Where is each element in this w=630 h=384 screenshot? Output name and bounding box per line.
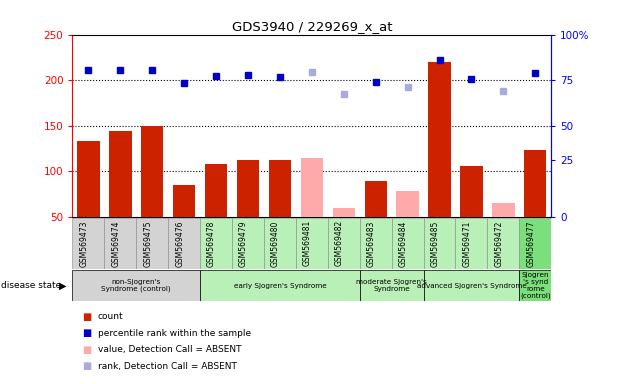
Bar [205, 164, 227, 217]
Text: GSM569483: GSM569483 [367, 220, 375, 266]
Bar [105, 218, 136, 269]
Bar [109, 131, 132, 217]
Text: GSM569485: GSM569485 [430, 220, 440, 266]
Bar [200, 218, 232, 269]
Text: count: count [98, 312, 123, 321]
Bar [136, 218, 168, 269]
Bar [301, 158, 323, 217]
Bar [360, 218, 392, 269]
Title: GDS3940 / 229269_x_at: GDS3940 / 229269_x_at [232, 20, 392, 33]
Bar [423, 270, 519, 301]
Bar [492, 203, 515, 217]
Text: GSM569476: GSM569476 [175, 220, 184, 266]
Bar [488, 218, 519, 269]
Bar [168, 218, 200, 269]
Bar [72, 270, 200, 301]
Bar [333, 208, 355, 217]
Text: GSM569482: GSM569482 [335, 220, 344, 266]
Bar [519, 270, 551, 301]
Text: GSM569478: GSM569478 [207, 220, 216, 266]
Text: percentile rank within the sample: percentile rank within the sample [98, 329, 251, 338]
Bar [296, 218, 328, 269]
Text: disease state: disease state [1, 281, 62, 290]
Bar [232, 218, 264, 269]
Bar [264, 218, 296, 269]
Bar [269, 161, 291, 217]
Text: GSM569484: GSM569484 [399, 220, 408, 266]
Text: moderate Sjogren's
Syndrome: moderate Sjogren's Syndrome [356, 279, 427, 292]
Text: early Sjogren's Syndrome: early Sjogren's Syndrome [234, 283, 326, 289]
Bar [519, 218, 551, 269]
Text: GSM569473: GSM569473 [79, 220, 88, 266]
Bar [72, 218, 105, 269]
Bar [428, 62, 450, 217]
Text: ■: ■ [82, 312, 91, 322]
Text: advanced Sjogren's Syndrome: advanced Sjogren's Syndrome [416, 283, 527, 289]
Bar [461, 166, 483, 217]
Text: ■: ■ [82, 361, 91, 371]
Text: GSM569479: GSM569479 [239, 220, 248, 266]
Bar [360, 270, 423, 301]
Bar [524, 151, 546, 217]
Text: GSM569480: GSM569480 [271, 220, 280, 266]
Text: GSM569477: GSM569477 [526, 220, 536, 266]
Bar [365, 181, 387, 217]
Bar [392, 218, 423, 269]
Bar [396, 192, 419, 217]
Text: rank, Detection Call = ABSENT: rank, Detection Call = ABSENT [98, 362, 236, 371]
Bar [423, 218, 455, 269]
Text: ▶: ▶ [59, 281, 66, 291]
Text: GSM569474: GSM569474 [112, 220, 120, 266]
Text: ■: ■ [82, 328, 91, 338]
Bar [455, 218, 488, 269]
Bar [237, 161, 259, 217]
Text: GSM569472: GSM569472 [495, 220, 503, 266]
Text: Sjogren
's synd
rome
(control): Sjogren 's synd rome (control) [520, 272, 551, 300]
Text: GSM569481: GSM569481 [303, 220, 312, 266]
Text: value, Detection Call = ABSENT: value, Detection Call = ABSENT [98, 345, 241, 354]
Text: GSM569475: GSM569475 [143, 220, 152, 266]
Bar [328, 218, 360, 269]
Bar [200, 270, 360, 301]
Bar [77, 141, 100, 217]
Bar [141, 126, 163, 217]
Text: non-Sjogren's
Syndrome (control): non-Sjogren's Syndrome (control) [101, 279, 171, 293]
Text: GSM569471: GSM569471 [462, 220, 471, 266]
Text: ■: ■ [82, 345, 91, 355]
Bar [173, 185, 195, 217]
